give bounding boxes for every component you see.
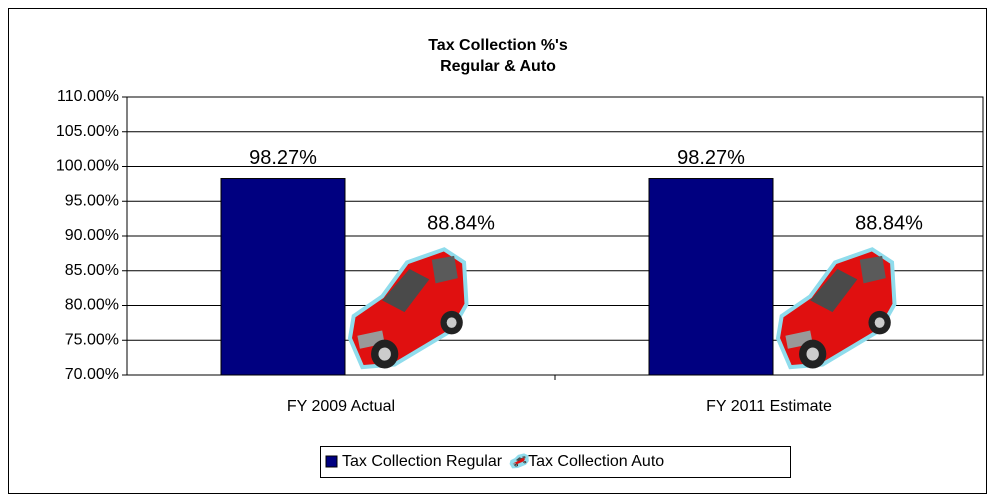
car-hub [875,317,885,327]
y-tick-label: 95.00% [65,192,119,209]
value-label: 98.27% [677,147,745,169]
x-tick-label: FY 2009 Actual [287,398,395,415]
y-tick-label: 100.00% [56,158,119,175]
value-label: 98.27% [249,147,317,169]
value-label: 88.84% [855,212,923,234]
car-hub [378,348,390,361]
bar [221,179,345,375]
y-tick-label: 80.00% [65,297,119,314]
car-hub [806,348,818,361]
value-label: 88.84% [427,212,495,234]
legend-label: Tax Collection Regular [342,453,503,470]
y-tick-label: 110.00% [57,88,119,105]
y-tick-label: 85.00% [65,262,119,279]
y-tick-label: 105.00% [56,123,119,140]
legend-swatch [326,456,337,467]
chart-subtitle: Regular & Auto [440,58,556,75]
x-tick-label: FY 2011 Estimate [706,398,832,415]
legend-label: Tax Collection Auto [528,453,664,470]
car-hub [515,464,517,465]
y-tick-label: 90.00% [65,227,119,244]
car-hub [447,317,457,327]
chart-title: Tax Collection %'s [428,37,568,54]
car-hub [524,462,525,463]
y-tick-label: 70.00% [65,366,119,383]
bar [649,179,773,375]
y-tick-label: 75.00% [65,331,119,348]
chart: Tax Collection %'s Regular & Auto 70.00%… [0,0,995,502]
